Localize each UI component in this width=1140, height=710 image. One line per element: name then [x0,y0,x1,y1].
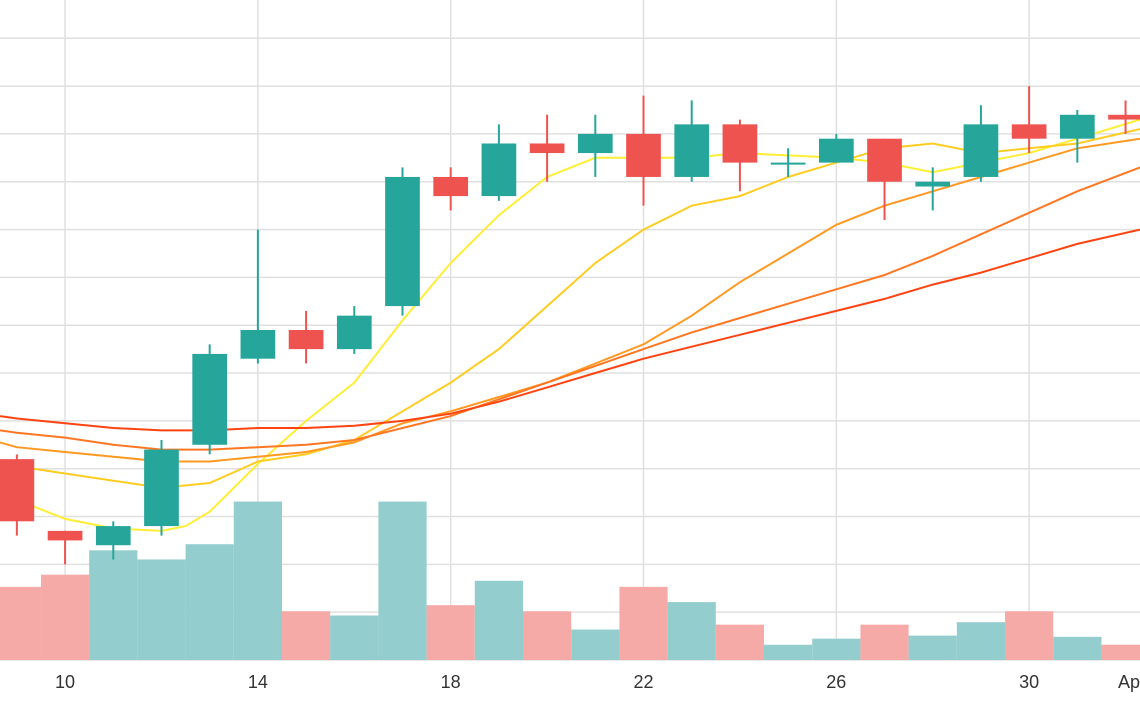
volume-bar [378,501,427,660]
candle-body [674,124,710,177]
volume-bar [281,611,331,660]
volume-bar [1005,611,1054,660]
candle-body [770,162,806,165]
x-tick-label: 14 [248,672,268,692]
candle-body [47,530,83,541]
moving-average-line [0,118,1140,532]
candle-body [95,526,131,546]
volume-bar [0,586,41,660]
volume-bar [1101,644,1140,660]
volume-bar [812,638,861,660]
candle-body [1059,114,1095,139]
candle-body [577,133,613,154]
candle-body [1108,114,1140,120]
volume-bar [619,586,668,660]
volume-bar [233,501,282,660]
candles [0,86,1140,565]
volume-bar [667,602,716,660]
candle-body [963,124,999,177]
volume-bar [523,611,572,660]
candle-body [818,138,854,163]
volume-bar [764,644,813,660]
candle-body [626,133,661,177]
volume-bar [474,580,524,660]
candle-body [915,181,951,187]
x-axis: 10 14 18 22 26 30 Ap [55,672,1140,692]
moving-average-line [0,137,1140,463]
volume-bar [908,635,957,660]
candle-body [192,353,228,445]
volume-bar [89,550,138,660]
candle-body [433,176,469,197]
x-tick-label: 18 [441,672,461,692]
candle-body [529,143,565,154]
candle-body [144,449,179,527]
volume-bar [860,624,909,660]
volume-bar [571,629,620,660]
candle-body [867,138,902,182]
candle-body [385,176,420,307]
moving-average-line [0,128,1140,489]
moving-average-line [0,228,1140,432]
volume-bars [0,501,1140,660]
volume-bar [426,605,475,660]
x-tick-label: 30 [1019,672,1039,692]
volume-bar [715,624,765,660]
candle-body [481,143,517,197]
volume-bar [956,622,1006,660]
candle-body [0,459,35,522]
candle-body [336,315,372,350]
x-tick-label: 22 [633,672,653,692]
x-tick-label: Ap [1118,672,1140,692]
moving-average-line [0,166,1140,451]
candle-body [1011,124,1047,139]
candle-body [288,330,324,350]
x-tick-label: 26 [826,672,846,692]
volume-bar [1053,636,1102,660]
volume-bar [185,544,234,660]
candle-body [240,330,276,359]
x-tick-label: 10 [55,672,75,692]
candle-body [722,124,758,163]
volume-bar [40,574,90,660]
volume-bar [137,559,186,660]
volume-bar [330,615,379,660]
grid [0,0,1140,661]
